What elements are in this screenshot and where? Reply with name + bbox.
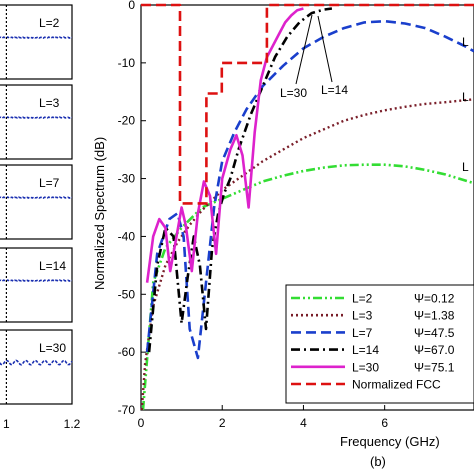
legend-entry-label: L=3 [352,309,373,323]
series-line-l-2 [141,163,474,411]
x-axis-title: Frequency (GHz) [340,434,440,449]
pulse-x-tick: 1 [3,417,10,431]
y-tick-label: 0 [128,0,135,12]
pulse-waveform [0,359,73,366]
legend-entry-label: Normalized FCC [352,378,441,392]
legend-entry-label: L=14 [352,343,379,357]
pulse-panel-frame [0,329,73,405]
legend-entry-psi: Ψ=67.0 [414,343,455,357]
right-edge-label-2: L [462,90,469,104]
x-tick-label: 2 [219,416,226,430]
legend-entry-psi: Ψ=75.1 [414,360,455,374]
axis-ticks: 0-10-20-30-40-50-60-700 2 4 6 [118,0,389,430]
y-tick-label: -30 [118,172,136,186]
pulse-panels: L=2 L=3 L=7 L=14 L=30 1 1.2 [0,4,81,431]
legend-entry-psi: Ψ=1.38 [414,309,455,323]
y-tick-label: -20 [118,114,136,128]
pulse-panel-frame [0,84,73,160]
annotation-l14: L=14 [321,83,348,97]
pulse-panel-frame [0,164,73,240]
legend-entry-label: L=7 [352,326,373,340]
y-tick-label: -50 [118,287,136,301]
annotation-l30: L=30 [280,86,307,100]
legend-entry-label: L=2 [352,292,373,306]
pulse-waveform [0,279,73,283]
pulse-panel-label: L=3 [39,96,60,110]
y-tick-label: -70 [118,403,136,417]
pulse-panel-label: L=30 [39,341,66,355]
subfigure-label: (b) [370,454,386,469]
pulse-panel-frame [0,4,73,80]
series-line-normalized-fcc [141,3,474,205]
right-edge-label-3: L [462,160,469,174]
right-edge-label-1: L [462,35,469,49]
pulse-panel-label: L=14 [39,259,66,273]
legend-box [285,284,474,404]
legend-entry-psi: Ψ=47.5 [414,326,455,340]
legend: L=2 Ψ=0.12 L=3 Ψ=1.38 L=7 Ψ=47.5 L=14 Ψ=67.0 L=3… [285,284,474,404]
pulse-x-tick: 1.2 [64,417,81,431]
legend-entry-psi: Ψ=0.12 [414,292,455,306]
y-tick-label: -10 [118,56,136,70]
pulse-panel-label: L=7 [39,176,60,190]
series-line-l-30 [145,7,304,283]
series-line-l-3 [140,98,474,411]
annotation-arrow-l14 [317,15,333,83]
pulse-waveform [0,116,73,120]
y-tick-label: -40 [118,229,136,243]
spectrum-chart: 0-10-20-30-40-50-60-700 2 4 6 L=30 L=14 L L… [92,0,474,469]
y-axis-title: Normalized Spectrum (dB) [92,137,107,290]
pulse-waveform [0,36,73,40]
pulse-panel-label: L=2 [39,16,60,30]
legend-entry-label: L=30 [352,360,379,374]
series-line-l-7 [145,19,474,360]
pulse-panel-frame [0,247,73,323]
series-group [140,3,474,411]
y-tick-label: -60 [118,345,136,359]
x-tick-label: 4 [300,416,307,430]
x-tick-label: 6 [381,416,388,430]
x-tick-label: 0 [138,416,145,430]
pulse-waveform [0,196,73,200]
annotation-arrow-l30 [295,14,313,85]
